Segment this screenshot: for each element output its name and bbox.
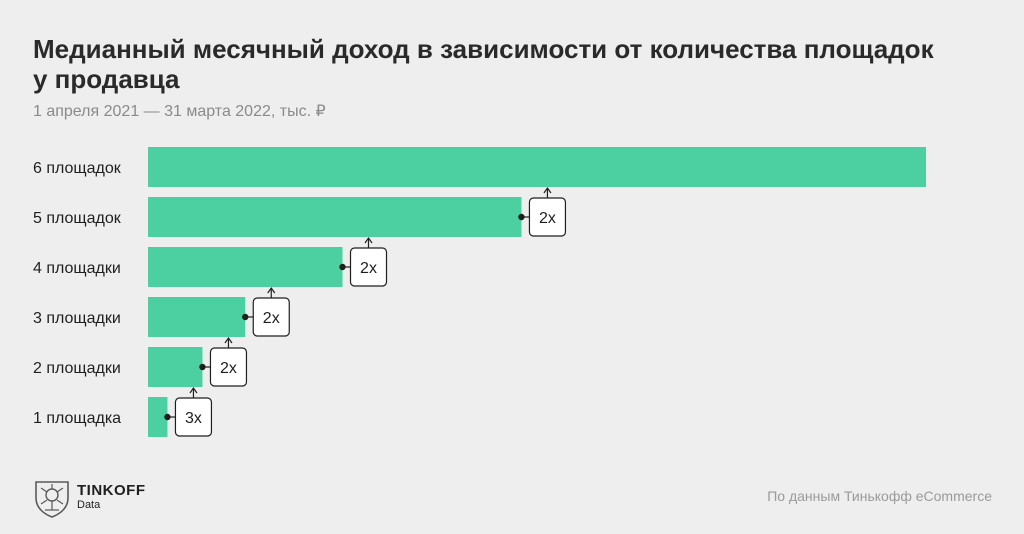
brand-name: TINKOFF (77, 482, 146, 499)
multiplier-label: 2x (263, 310, 280, 327)
bar (148, 147, 926, 187)
category-label: 6 площадок (33, 160, 122, 177)
bar (148, 197, 522, 237)
tinkoff-emblem-icon (35, 481, 69, 518)
multiplier-label: 3x (185, 410, 202, 427)
arrow-up-icon (224, 336, 233, 344)
arrow-up-icon (267, 286, 276, 294)
arrow-up-icon (189, 386, 198, 394)
category-label: 3 площадки (33, 310, 121, 327)
multiplier-label: 2x (360, 260, 377, 277)
chart-title: Медианный месячный доход в зависимости о… (33, 34, 934, 94)
bar-chart: 6 площадок 5 площадок 2x 4 площадки 2x 3 площ… (33, 147, 926, 437)
category-label: 2 площадки (33, 360, 121, 377)
bar (148, 297, 246, 337)
bar (148, 347, 203, 387)
bar (148, 247, 343, 287)
arrow-up-icon (364, 236, 373, 244)
category-label: 5 площадок (33, 210, 122, 227)
category-label: 1 площадка (33, 410, 121, 427)
multiplier-label: 2x (539, 210, 556, 227)
category-label: 4 площадки (33, 260, 121, 277)
chart-subtitle: 1 апреля 2021 — 31 марта 2022, тыс. ₽ (33, 103, 326, 120)
multiplier-label: 2x (220, 360, 237, 377)
bar (148, 397, 168, 437)
arrow-up-icon (543, 186, 552, 194)
tinkoff-logo: TINKOFF Data (33, 478, 146, 518)
source-note: По данным Тинькофф eCommerce (767, 488, 992, 504)
brand-subtitle: Data (77, 499, 101, 511)
